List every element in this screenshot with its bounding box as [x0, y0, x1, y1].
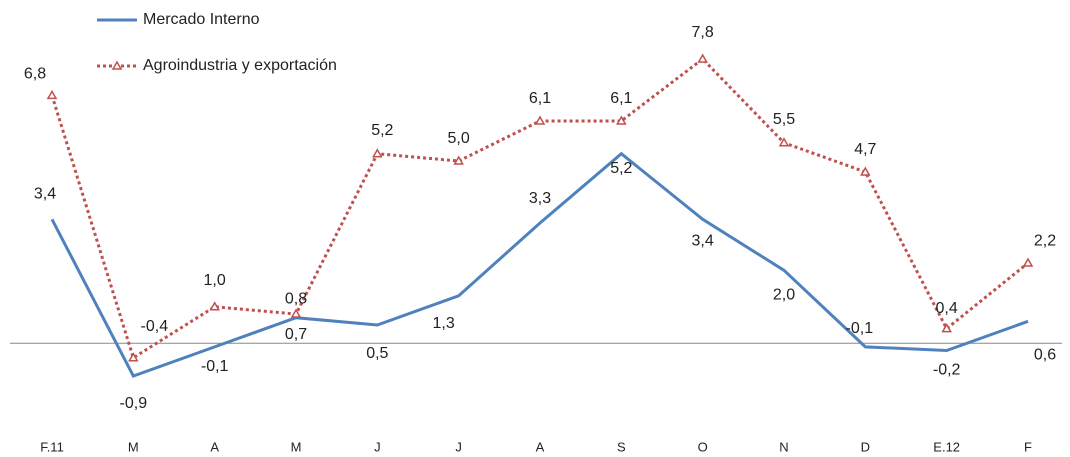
data-label: -0,1	[201, 358, 229, 375]
data-label: 7,8	[692, 24, 714, 41]
data-label: 0,6	[1034, 347, 1056, 364]
data-label: -0,4	[141, 318, 169, 335]
data-label: 5,2	[371, 122, 393, 139]
data-label: 2,0	[773, 287, 795, 304]
data-label: 3,4	[34, 186, 56, 203]
marker	[46, 89, 58, 100]
x-tick-label: D	[861, 439, 870, 454]
data-label: 0,8	[285, 290, 307, 307]
data-label: 0,5	[366, 345, 388, 362]
data-label: 6,1	[529, 90, 551, 107]
legend-label: Agroindustria y exportación	[143, 57, 337, 74]
data-label: 3,4	[692, 233, 714, 250]
data-label: 5,2	[610, 160, 632, 177]
marker	[453, 155, 464, 165]
x-tick-label: O	[698, 439, 708, 454]
x-tick-label: M	[291, 439, 302, 454]
marker	[778, 137, 790, 147]
x-tick-label: A	[536, 439, 545, 454]
data-label: 1,3	[433, 315, 455, 332]
data-label: -0,1	[846, 320, 874, 337]
series-line	[50, 151, 1029, 378]
x-tick-label: F	[1024, 439, 1032, 454]
x-tick-label: E.12	[933, 439, 960, 454]
marker	[616, 115, 627, 125]
marker	[534, 115, 546, 125]
marker	[941, 323, 952, 333]
data-label: 0,4	[936, 300, 958, 317]
x-tick-label: A	[210, 439, 219, 454]
data-label: 0,7	[285, 326, 307, 343]
data-label: 6,8	[24, 66, 46, 83]
marker	[860, 166, 871, 176]
data-label: -0,2	[933, 362, 961, 379]
data-label: 6,1	[610, 90, 632, 107]
data-label: 4,7	[854, 141, 876, 158]
marker	[209, 301, 220, 311]
legend-marker	[111, 60, 123, 70]
x-tick-label: J	[374, 439, 381, 454]
x-tick-label: M	[128, 439, 139, 454]
marker	[372, 148, 383, 158]
x-tick-label: J	[455, 439, 462, 454]
data-label: 1,0	[204, 272, 226, 289]
x-tick-label: S	[617, 439, 626, 454]
data-label: 5,0	[448, 130, 470, 147]
x-tick-label: F.11	[40, 439, 64, 454]
x-tick-label: N	[779, 439, 788, 454]
data-label: -0,9	[120, 395, 148, 412]
marker	[290, 308, 302, 318]
data-label: 3,3	[529, 190, 551, 207]
marker	[1022, 257, 1034, 267]
data-label: 5,5	[773, 111, 795, 128]
marker	[128, 352, 139, 362]
legend-label: Mercado Interno	[143, 11, 260, 28]
data-label: 2,2	[1034, 232, 1056, 249]
marker	[697, 53, 708, 63]
